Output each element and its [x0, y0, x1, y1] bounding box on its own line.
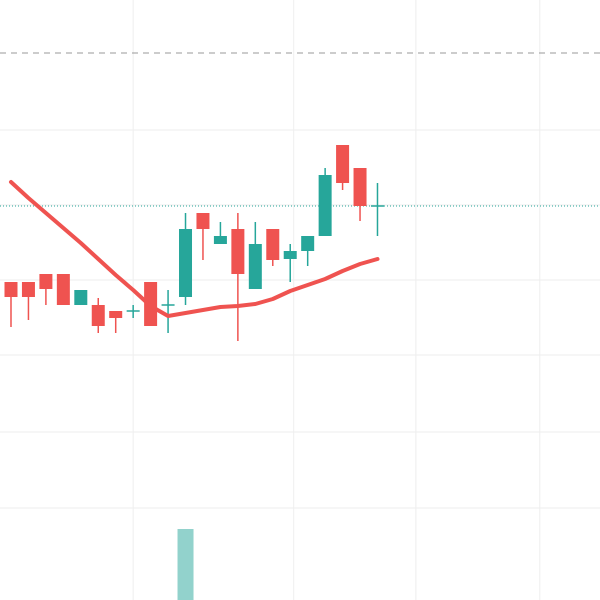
candle-body	[91, 305, 105, 326]
candle-body	[301, 236, 315, 251]
candle-body	[248, 244, 262, 289]
candle-body	[283, 251, 297, 259]
moving-average-line	[8, 180, 380, 318]
candle-body	[126, 310, 140, 312]
candle-body	[336, 145, 350, 183]
candle-body	[318, 175, 332, 236]
candle-body	[109, 311, 123, 318]
candle-body	[213, 236, 227, 244]
candle-body	[231, 229, 245, 274]
candle-body	[266, 229, 280, 260]
candle-body	[56, 274, 70, 305]
candle-body	[179, 229, 193, 297]
candle-body	[39, 274, 53, 289]
candle-body	[4, 282, 18, 297]
candle-body	[21, 282, 35, 297]
candle-body	[196, 213, 210, 229]
candle-body	[353, 168, 367, 206]
candle-body	[74, 290, 88, 305]
candle-body	[370, 205, 384, 207]
candle-body	[161, 304, 175, 306]
volume-bar	[177, 529, 194, 600]
